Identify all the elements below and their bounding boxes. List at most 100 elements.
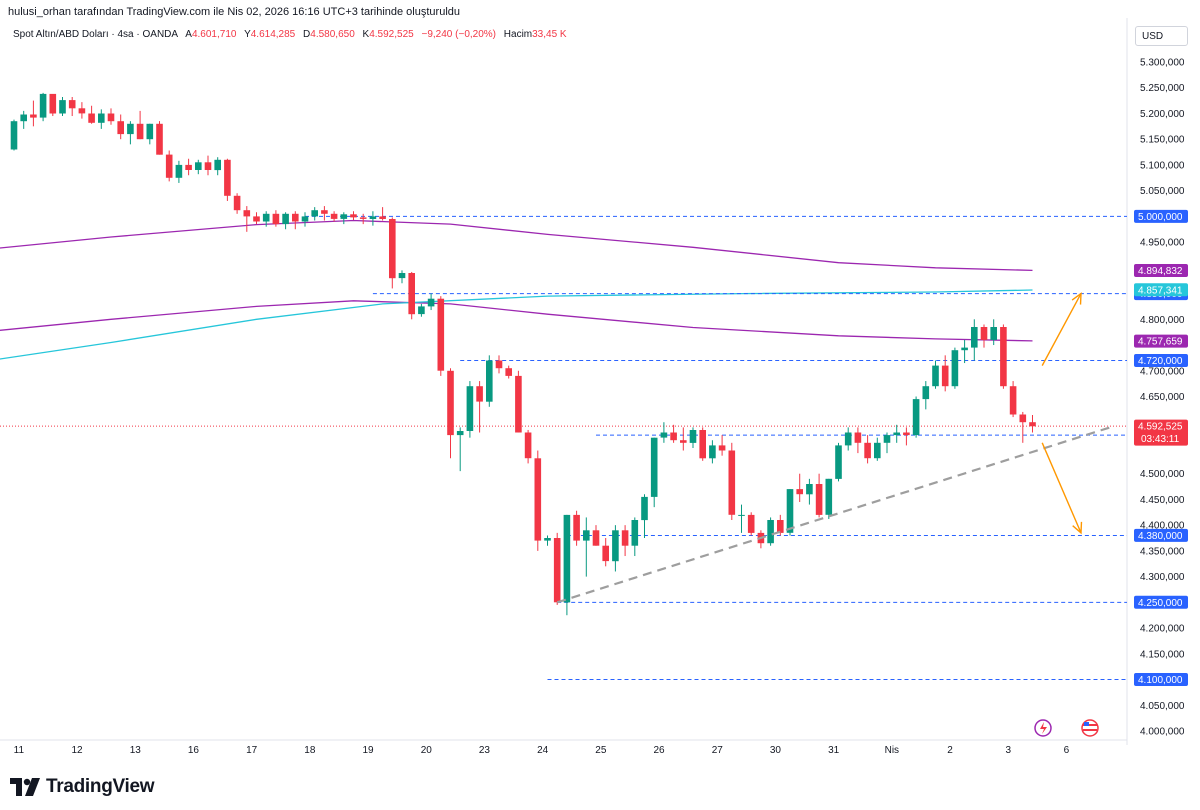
candle[interactable] bbox=[146, 123, 154, 140]
level-price-tag[interactable] bbox=[1134, 209, 1188, 223]
candle[interactable] bbox=[476, 386, 483, 402]
candle[interactable] bbox=[233, 195, 241, 211]
candle[interactable] bbox=[369, 216, 377, 219]
candle[interactable] bbox=[951, 350, 959, 387]
candle[interactable] bbox=[534, 458, 542, 541]
candle[interactable] bbox=[874, 442, 881, 459]
candle[interactable] bbox=[922, 386, 930, 400]
candle[interactable] bbox=[243, 210, 251, 217]
candle[interactable] bbox=[350, 214, 357, 218]
candle[interactable] bbox=[544, 538, 551, 541]
candle[interactable] bbox=[408, 273, 415, 315]
candle[interactable] bbox=[524, 432, 532, 459]
candle[interactable] bbox=[330, 213, 338, 219]
candle[interactable] bbox=[505, 368, 512, 376]
candle[interactable] bbox=[515, 375, 522, 433]
candle[interactable] bbox=[127, 123, 134, 135]
candle[interactable] bbox=[389, 219, 396, 279]
candle[interactable] bbox=[602, 545, 609, 562]
level-price-tag[interactable] bbox=[1134, 673, 1188, 686]
candle[interactable] bbox=[39, 93, 47, 118]
candle[interactable] bbox=[1029, 422, 1036, 427]
candle[interactable] bbox=[912, 399, 920, 436]
candle[interactable] bbox=[10, 121, 18, 150]
ma-price-tag[interactable] bbox=[1134, 283, 1188, 297]
candle[interactable] bbox=[156, 123, 163, 155]
candle[interactable] bbox=[379, 216, 386, 219]
candle[interactable] bbox=[301, 216, 309, 222]
candle[interactable] bbox=[747, 514, 755, 533]
candle[interactable] bbox=[204, 162, 212, 170]
candle[interactable] bbox=[88, 113, 95, 123]
candle[interactable] bbox=[136, 123, 144, 140]
currency-selector[interactable]: USD bbox=[1135, 26, 1188, 46]
candle[interactable] bbox=[971, 327, 978, 348]
candle[interactable] bbox=[825, 478, 833, 515]
candle[interactable] bbox=[117, 121, 124, 135]
candle[interactable] bbox=[340, 214, 348, 219]
candle[interactable] bbox=[563, 514, 571, 603]
ma-price-tag[interactable] bbox=[1134, 334, 1188, 348]
candle[interactable] bbox=[796, 489, 803, 495]
candle[interactable] bbox=[195, 162, 202, 170]
candle[interactable] bbox=[224, 159, 231, 196]
trendline[interactable] bbox=[556, 426, 1111, 604]
candle[interactable] bbox=[1019, 414, 1027, 423]
candle[interactable] bbox=[980, 327, 988, 340]
candle[interactable] bbox=[98, 113, 105, 123]
candle[interactable] bbox=[447, 370, 454, 436]
candle[interactable] bbox=[359, 217, 367, 219]
candle[interactable] bbox=[1000, 327, 1007, 387]
candle[interactable] bbox=[107, 113, 115, 122]
candle[interactable] bbox=[641, 496, 648, 521]
candle[interactable] bbox=[165, 154, 173, 178]
candle[interactable] bbox=[738, 514, 745, 516]
candle[interactable] bbox=[573, 514, 580, 541]
candle[interactable] bbox=[689, 430, 697, 443]
level-price-tag[interactable] bbox=[1134, 354, 1188, 367]
candle[interactable] bbox=[1009, 386, 1017, 415]
arrow-line[interactable] bbox=[1041, 293, 1082, 366]
lightning-icon[interactable] bbox=[1034, 719, 1052, 737]
candle[interactable] bbox=[660, 432, 668, 438]
candle[interactable] bbox=[321, 210, 328, 214]
candle[interactable] bbox=[844, 432, 852, 446]
candle[interactable] bbox=[456, 431, 464, 436]
candle[interactable] bbox=[214, 159, 221, 171]
candle[interactable] bbox=[612, 530, 619, 562]
arrow-line[interactable] bbox=[1041, 442, 1082, 534]
level-price-tag[interactable] bbox=[1134, 528, 1188, 542]
candle[interactable] bbox=[893, 432, 900, 436]
candle[interactable] bbox=[466, 386, 474, 431]
candle[interactable] bbox=[718, 445, 726, 451]
brand-logo[interactable]: TradingView bbox=[10, 776, 155, 798]
candle[interactable] bbox=[427, 298, 435, 307]
candle[interactable] bbox=[20, 114, 27, 122]
candle[interactable] bbox=[30, 114, 37, 118]
symbol-name[interactable]: Spot Altın/ABD Doları · 4sa · OANDA bbox=[13, 29, 179, 40]
candle[interactable] bbox=[961, 347, 968, 351]
candle[interactable] bbox=[699, 430, 706, 459]
candle[interactable] bbox=[583, 530, 590, 541]
candle[interactable] bbox=[185, 164, 192, 170]
candle[interactable] bbox=[175, 164, 183, 178]
candle[interactable] bbox=[728, 450, 736, 515]
candle[interactable] bbox=[835, 445, 842, 479]
candle[interactable] bbox=[631, 520, 639, 546]
candle[interactable] bbox=[418, 306, 425, 315]
level-price-tag[interactable] bbox=[1134, 595, 1188, 609]
candle[interactable] bbox=[941, 365, 949, 387]
candle[interactable] bbox=[272, 213, 280, 225]
candle[interactable] bbox=[553, 538, 561, 603]
candle[interactable] bbox=[767, 520, 774, 544]
candle[interactable] bbox=[864, 442, 871, 459]
candle[interactable] bbox=[253, 216, 260, 222]
candle[interactable] bbox=[282, 213, 289, 225]
candle[interactable] bbox=[262, 213, 270, 222]
candle[interactable] bbox=[650, 437, 658, 497]
candle[interactable] bbox=[311, 210, 318, 217]
candle[interactable] bbox=[680, 440, 687, 443]
candle[interactable] bbox=[592, 530, 600, 546]
last-price-tag[interactable] bbox=[1134, 419, 1188, 446]
candle[interactable] bbox=[777, 520, 784, 533]
